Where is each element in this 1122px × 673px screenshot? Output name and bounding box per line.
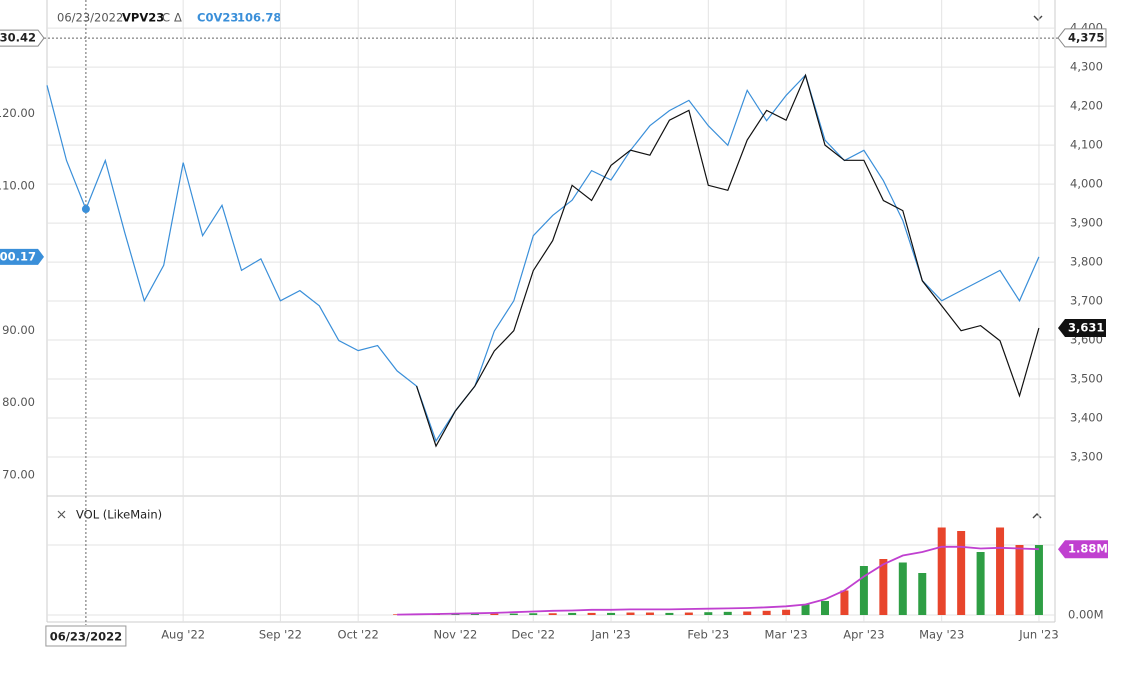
volume-bar (568, 612, 577, 615)
crosshair-date: 06/23/2022 (50, 630, 122, 644)
x-tick-label: Sep '22 (259, 628, 302, 642)
series-line (416, 73, 1040, 448)
volume-bar (1034, 545, 1043, 615)
y2-tick-label: 3,900 (1070, 216, 1103, 230)
y2-tick-label: 3,800 (1070, 255, 1103, 269)
cursor-value-right: 4,375 (1068, 30, 1104, 44)
y2-tick-label: 4,100 (1070, 138, 1103, 152)
y-tick-label: 70.00 (2, 468, 35, 482)
header-flag: Δ (174, 11, 182, 25)
volume-ma-line (397, 545, 1039, 616)
header-symbol: VPV23 (122, 11, 164, 25)
last-value-left: 100.17 (0, 249, 36, 263)
volume-bar (704, 612, 713, 615)
grid (47, 0, 1055, 622)
header-date: 06/23/2022 (57, 11, 123, 25)
volume-bar (859, 566, 868, 615)
volume-bar (996, 527, 1005, 615)
cursor-tag-right (1057, 28, 1107, 48)
expand-icon[interactable] (1032, 513, 1042, 519)
volume-bar (665, 612, 674, 615)
volume-bar (393, 614, 402, 615)
last-value-right: 3,631 (1068, 320, 1104, 334)
series-line (46, 73, 1040, 443)
volume-bar (976, 552, 985, 615)
y2-tick-label: 4,000 (1070, 177, 1103, 191)
volume-bar (782, 609, 791, 615)
volume-bar (684, 612, 693, 615)
volume-bar (723, 611, 732, 615)
x-tick-label: May '23 (919, 628, 964, 642)
x-tick-label: Nov '22 (433, 628, 477, 642)
last-tag-right (1058, 318, 1106, 337)
volume-bar (762, 610, 771, 615)
header-compare-symbol: C0V23 (197, 11, 238, 25)
volume-bar (801, 604, 810, 615)
header-flag: C (162, 11, 170, 25)
y-tick-label: 110.00 (0, 178, 35, 192)
volume-bar (645, 612, 654, 615)
header-compare-value: 106.78 (237, 11, 281, 25)
y2-tick-label: 4,300 (1070, 60, 1103, 74)
volume-bar (509, 613, 518, 615)
y2-tick-label: 3,500 (1070, 372, 1103, 386)
close-icon[interactable] (57, 510, 66, 519)
volume-bar (626, 612, 635, 615)
volume-bar (743, 611, 752, 615)
volume-bar (529, 613, 538, 615)
y2-tick-label: 3,700 (1070, 294, 1103, 308)
volume-bar (879, 559, 888, 615)
volume-bar (470, 613, 479, 615)
y-tick-label: 90.00 (2, 323, 35, 337)
volume-bar (918, 573, 927, 615)
y2-tick-label: 3,400 (1070, 411, 1103, 425)
volume-bar (587, 612, 596, 615)
volume-bar (937, 527, 946, 615)
y-tick-label: 120.00 (0, 106, 35, 120)
x-tick-label: Aug '22 (161, 628, 205, 642)
collapse-icon[interactable] (1033, 15, 1043, 21)
volume-title: VOL (LikeMain) (76, 508, 162, 522)
volume-bar (840, 590, 849, 615)
volume-bar (607, 612, 616, 615)
volume-bar (957, 531, 966, 615)
y2-tick-label: 3,300 (1070, 450, 1103, 464)
cursor-value-left: 130.42 (0, 31, 36, 45)
x-tick-label: Jun '23 (1018, 628, 1058, 642)
x-tick-label: Dec '22 (511, 628, 555, 642)
x-tick-label: Oct '22 (338, 628, 379, 642)
ma-last-value: 1.88M (1068, 542, 1108, 556)
x-tick-label: Mar '23 (765, 628, 808, 642)
crosshair-date-box (45, 625, 127, 647)
cursor-tag-left (0, 29, 45, 47)
x-tick-label: Apr '23 (843, 628, 884, 642)
x-tick-label: Jan '23 (590, 628, 630, 642)
volume-bar (1015, 545, 1024, 615)
volume-bar (821, 601, 829, 615)
y2-tick-label: 4,200 (1070, 99, 1103, 113)
last-tag-left (0, 248, 44, 265)
y-tick-label: 80.00 (2, 395, 35, 409)
ma-tag (1058, 540, 1108, 559)
volume-bar (490, 613, 499, 615)
volume-bar (548, 613, 557, 615)
x-tick-label: Feb '23 (687, 628, 729, 642)
volume-bar (898, 562, 907, 615)
crosshair-dot (81, 205, 90, 214)
volume-tick-label: 0.00M (1068, 608, 1104, 622)
